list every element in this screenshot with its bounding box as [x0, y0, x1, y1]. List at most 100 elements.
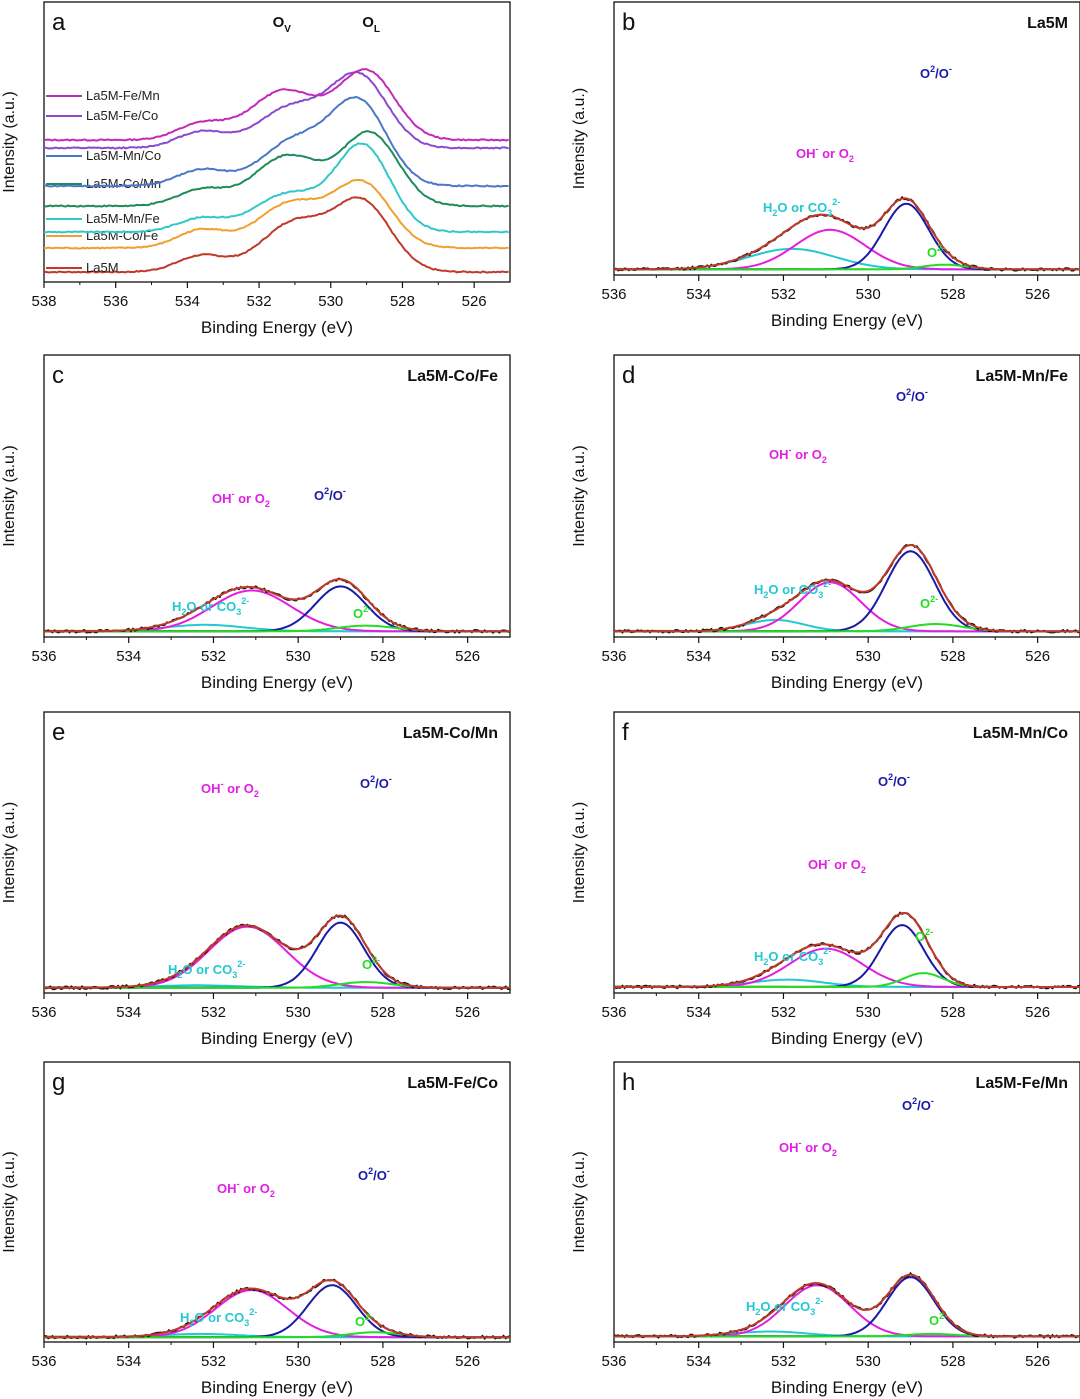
panel-d: 536 534 532 530 528 526 Binding Energy (eV) Int… — [571, 354, 1080, 692]
oh-component — [614, 947, 1080, 988]
oh-label: OH- or O2 — [808, 855, 866, 875]
plot-frame — [43, 1, 511, 283]
label-part: O — [920, 596, 930, 611]
x-tick-label: 532 — [247, 293, 272, 310]
x-axis-label: Binding Energy (eV) — [201, 1378, 353, 1397]
x-tick-label: 536 — [103, 293, 128, 310]
legend-label: La5M-Mn/Fe — [86, 211, 160, 226]
oh-component — [614, 228, 1080, 271]
label-part: /O — [935, 66, 949, 81]
h2o-label: H2O or CO32- — [763, 197, 840, 218]
fit-envelope-line — [614, 1273, 1080, 1338]
label-part: O — [360, 776, 370, 791]
x-tick-label: 528 — [370, 1004, 395, 1021]
x-tick-label: 534 — [116, 648, 141, 665]
label-part: 2- — [372, 955, 380, 965]
label-part: O — [915, 929, 925, 944]
label-part: 2 — [368, 1166, 373, 1176]
label-part: - — [389, 774, 392, 784]
label-part: - — [799, 1138, 802, 1148]
o2-label: O2- — [927, 243, 945, 260]
label-part: 2- — [241, 596, 249, 606]
legend-label: La5M-Co/Mn — [86, 176, 161, 191]
peak-annotation: OL — [362, 14, 380, 35]
label-part: or O — [235, 491, 265, 506]
oh-label: OH- or O2 — [201, 779, 259, 799]
label-part: OH — [217, 1181, 237, 1196]
label-part: 2 — [254, 789, 259, 799]
oh-label: OH- or O2 — [769, 445, 827, 465]
label-part: - — [925, 387, 928, 397]
x-tick-label: 530 — [856, 648, 881, 665]
o2o-component — [614, 550, 1080, 633]
label-part: 2 — [324, 486, 329, 496]
label-part: 2- — [832, 197, 840, 207]
x-tick-label: 526 — [1025, 648, 1050, 665]
x-tick-label: 526 — [1025, 1004, 1050, 1021]
label-part: /O — [917, 1098, 931, 1113]
plot-frame — [613, 711, 1080, 994]
label-part: 3 — [818, 590, 823, 600]
x-tick-label: 536 — [31, 648, 56, 665]
label-part: 2 — [849, 154, 854, 164]
annotation-sub: V — [284, 24, 291, 35]
label-part: 2- — [237, 959, 245, 969]
x-tick-label: 536 — [601, 286, 626, 303]
series-line — [43, 178, 509, 250]
legend-label: La5M-Fe/Co — [86, 108, 158, 123]
x-tick-label: 526 — [455, 1004, 480, 1021]
label-part: O — [896, 389, 906, 404]
annotation-main: O — [362, 14, 374, 31]
label-part: 2 — [189, 1318, 194, 1328]
panel-f: 536 534 532 530 528 526 Binding Energy (eV) Int… — [571, 711, 1080, 1048]
label-part: 2 — [763, 957, 768, 967]
fit-envelope-line — [614, 197, 1080, 271]
x-tick-label: 536 — [31, 1004, 56, 1021]
x-tick-label: 526 — [455, 648, 480, 665]
label-part: 2- — [363, 604, 371, 614]
x-tick-label: 534 — [686, 1004, 711, 1021]
panel-letter: d — [622, 362, 635, 389]
label-part: - — [343, 486, 346, 496]
label-part: 3 — [827, 208, 832, 218]
o2-label: O2- — [362, 955, 380, 972]
plot-frame — [613, 354, 1080, 638]
x-tick-label: 532 — [771, 1004, 796, 1021]
y-axis-label: Intensity (a.u.) — [1, 1151, 18, 1252]
plot-frame — [43, 711, 511, 994]
x-tick-label: 536 — [31, 1353, 56, 1370]
y-axis-label: Intensity (a.u.) — [1, 445, 18, 546]
x-tick-label: 534 — [686, 286, 711, 303]
x-tick-label: 532 — [771, 286, 796, 303]
panel-title: La5M-Fe/Mn — [976, 1075, 1068, 1092]
plot-frame — [613, 1061, 1080, 1343]
raw-data-line — [613, 1271, 1080, 1340]
label-part: or O — [224, 781, 254, 796]
label-part: 2- — [815, 1296, 823, 1306]
annotation-main: O — [273, 14, 285, 31]
label-part: - — [931, 1096, 934, 1106]
panel-title: La5M-Mn/Fe — [976, 368, 1069, 385]
label-part: OH — [201, 781, 221, 796]
x-tick-label: 528 — [940, 1004, 965, 1021]
x-tick-label: 532 — [201, 1353, 226, 1370]
label-part: 2 — [265, 499, 270, 509]
label-part: or O — [819, 146, 849, 161]
x-tick-label: 534 — [175, 293, 200, 310]
label-part: /O — [911, 389, 925, 404]
x-axis-label: Binding Energy (eV) — [201, 673, 353, 692]
x-tick-label: 528 — [940, 286, 965, 303]
oh-component — [614, 581, 1080, 633]
label-part: 2 — [906, 387, 911, 397]
o2-label: O2- — [915, 927, 933, 944]
h2o-label: H2O or CO32- — [180, 1307, 257, 1328]
plot-frame — [43, 1061, 511, 1343]
label-part: - — [237, 1179, 240, 1189]
label-part: H — [180, 1310, 189, 1325]
o2o-label: O2/O- — [920, 64, 952, 81]
h2o-label: H2O or CO32- — [754, 579, 831, 600]
panel-title: La5M-Co/Fe — [407, 368, 498, 385]
label-part: O — [929, 1313, 939, 1328]
o2o-component — [614, 924, 1080, 988]
